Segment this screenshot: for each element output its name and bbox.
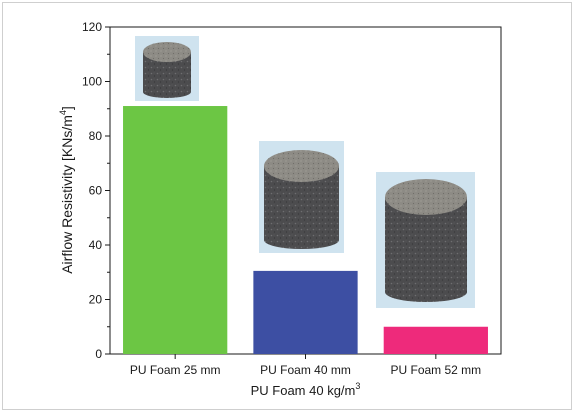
x-axis: PU Foam 25 mm PU Foam 40 mm PU Foam 52 mm (130, 354, 481, 377)
bar-2 (253, 270, 358, 354)
foam-photo-25mm (135, 36, 199, 101)
x-tick-label: PU Foam 52 mm (390, 363, 481, 377)
x-tick-label: PU Foam 25 mm (130, 363, 221, 377)
y-tick-label: 120 (82, 20, 102, 34)
y-axis: 0 20 40 60 80 100 120 (82, 20, 110, 361)
y-tick-label: 80 (89, 129, 103, 143)
foam-photo-52mm (376, 172, 475, 308)
x-tick-label: PU Foam 40 mm (260, 363, 351, 377)
y-axis-label: Airflow Resistivity [KNs/m4] (58, 106, 75, 274)
y-tick-label: 60 (89, 184, 103, 198)
foam-photo-40mm (259, 141, 344, 253)
y-tick-label: 20 (89, 293, 103, 307)
y-tick-label: 40 (89, 238, 103, 252)
bars-group (123, 106, 488, 355)
bar-1 (123, 106, 228, 355)
bar-3 (383, 326, 488, 354)
y-tick-label: 100 (82, 75, 102, 89)
y-tick-label: 0 (95, 347, 102, 361)
x-axis-label: PU Foam 40 kg/m3 (251, 381, 361, 398)
